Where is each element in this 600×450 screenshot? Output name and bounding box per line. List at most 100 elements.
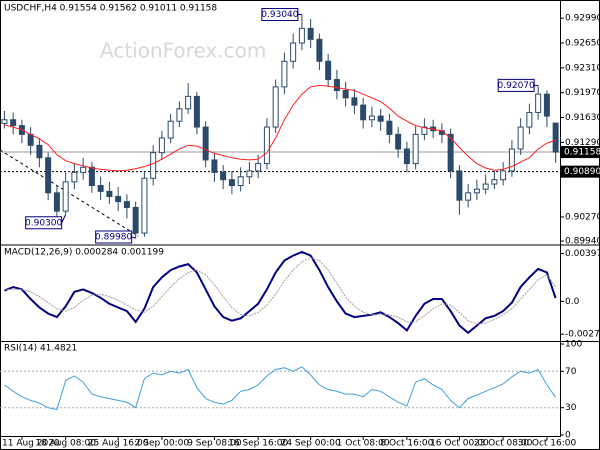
candle-body: [421, 126, 428, 135]
chart-title: USDCHF,H4 0.91554 0.91562 0.91011 0.9115…: [4, 4, 217, 14]
candle-body: [517, 126, 524, 150]
candle-body: [316, 38, 323, 62]
candle-body: [1, 119, 8, 124]
series-line: [4, 84, 556, 172]
candle-body: [237, 176, 244, 187]
candle-body: [377, 115, 384, 122]
annotation-label: 0.89980: [95, 233, 132, 243]
x-tick-label: 18 Aug 08:00: [35, 439, 96, 449]
candle-body: [342, 90, 349, 99]
price-label-box: [561, 165, 599, 178]
candle-body: [333, 79, 340, 92]
x-tick-label: 24 Sep 00:00: [281, 439, 341, 449]
y-tick-label: 0.92990: [565, 14, 600, 24]
watermark: ActionForex.com: [100, 39, 266, 63]
annotation-box: [261, 8, 299, 22]
candle-body: [491, 179, 498, 185]
x-tick-label: 8 Oct 16:00: [380, 439, 433, 449]
x-tick-label: 1 Oct 08:00: [337, 439, 390, 449]
candle-body: [27, 133, 34, 146]
price-label: 0.90890: [564, 167, 600, 177]
series-line: [4, 257, 557, 325]
candle-body: [412, 133, 419, 165]
candle-body: [552, 122, 559, 153]
candle-body: [176, 108, 183, 122]
y-tick-label: 0.92650: [565, 39, 600, 49]
price-label: 0.91158: [564, 148, 600, 158]
candle-body: [526, 111, 533, 128]
annotation-label: 0.93040: [261, 10, 298, 20]
price-label-box: [561, 146, 599, 159]
candle-body: [193, 95, 200, 128]
candle-body: [307, 27, 314, 40]
y-tick-label: 0.89940: [565, 237, 600, 247]
candle-body: [228, 179, 235, 187]
candle-body: [132, 206, 139, 234]
candle-body: [360, 104, 367, 121]
y-tick-label: 0.92310: [565, 63, 600, 73]
candle-body: [53, 192, 60, 212]
candle-body: [508, 148, 515, 172]
y-tick-label: 0: [565, 431, 571, 441]
candle-body: [298, 27, 305, 44]
y-tick-label: 30: [565, 403, 577, 413]
candle-body: [456, 170, 463, 201]
y-tick-label: 0.91290: [565, 138, 600, 148]
annotation-box: [25, 216, 63, 230]
series-line: [4, 250, 557, 335]
candle-body: [325, 60, 332, 81]
annotation-label: 0.90300: [25, 218, 62, 228]
candle-body: [246, 170, 253, 178]
x-tick-label: 30 Oct 16:00: [518, 439, 577, 449]
x-tick-label: 25 Aug 16:00: [88, 439, 149, 449]
macd-title: MACD(12,26,9) 0.000284 0.001199: [4, 248, 164, 258]
candle-body: [290, 42, 297, 62]
candle-body: [473, 188, 480, 194]
candle-body: [395, 133, 402, 150]
candle-body: [185, 95, 192, 110]
y-tick-label: 70: [565, 367, 577, 377]
candle-body: [150, 152, 157, 179]
candle-body: [500, 170, 507, 181]
candle-body: [351, 97, 358, 106]
series-line: [4, 366, 557, 411]
x-tick-label: 16 Sep 16:00: [228, 439, 288, 449]
rsi-title: RSI(14) 41.4821: [4, 344, 77, 354]
y-tick-label: 0.91630: [565, 113, 600, 123]
candle-body: [167, 120, 174, 139]
y-tick-label: 0.0: [565, 297, 580, 307]
candle-body: [368, 115, 375, 121]
x-tick-label: 23 Oct 08:00: [474, 439, 533, 449]
candle-body: [263, 126, 270, 165]
candle-body: [71, 171, 78, 183]
candle-body: [158, 137, 165, 154]
candle-body: [106, 190, 113, 197]
candle-body: [447, 133, 454, 172]
candle-body: [211, 159, 218, 173]
y-tick-label: 100: [565, 340, 582, 350]
candle-body: [80, 166, 87, 173]
candle-body: [272, 86, 279, 128]
candle-body: [255, 163, 262, 172]
candle-body: [141, 177, 148, 234]
candle-body: [386, 120, 393, 135]
y-tick-label: 0.91970: [565, 88, 600, 98]
y-tick-label: 0.00397: [565, 249, 600, 259]
candle-body: [62, 181, 69, 212]
candle-body: [220, 171, 227, 181]
y-tick-label: -0.002713: [565, 330, 600, 340]
x-tick-label: 16 Oct 00:00: [430, 439, 489, 449]
annotation-pointer: [61, 214, 67, 223]
candle-body: [115, 195, 122, 203]
annotation-box: [497, 78, 535, 92]
candle-body: [123, 201, 130, 208]
x-tick-label: 2 Sep 00:00: [135, 439, 190, 449]
x-tick-label: 9 Sep 08:00: [187, 439, 242, 449]
candle-body: [543, 93, 550, 117]
candle-body: [97, 185, 104, 192]
candle-body: [482, 183, 489, 190]
annotation-label: 0.92070: [498, 81, 535, 91]
candle-body: [88, 166, 95, 187]
candle-body: [465, 192, 472, 201]
